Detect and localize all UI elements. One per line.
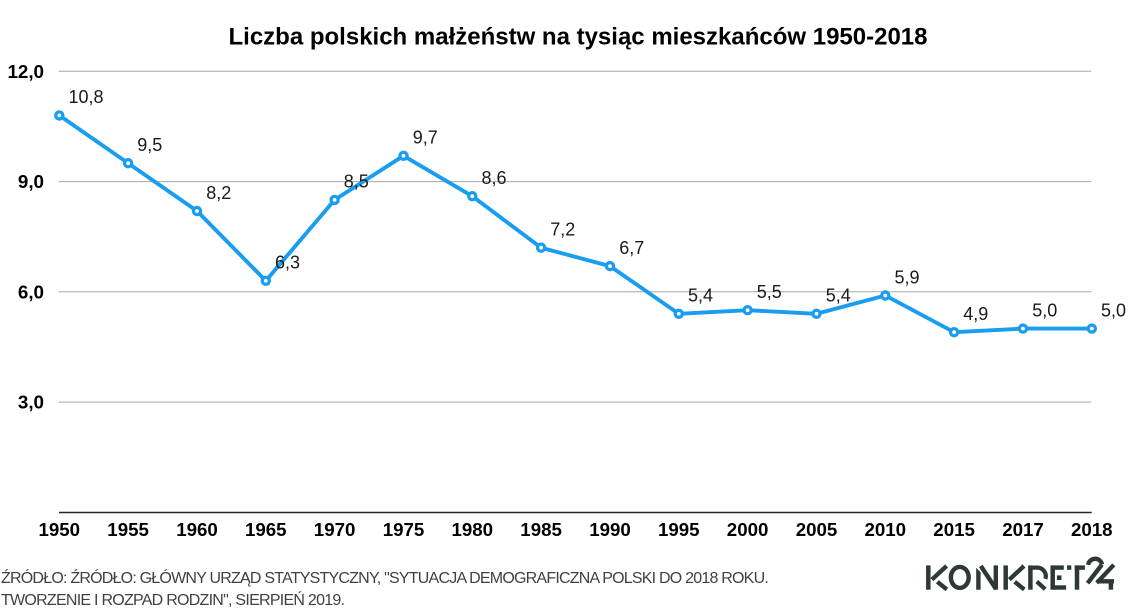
svg-text:1980: 1980 [452, 519, 494, 540]
svg-text:TWORZENIE I ROZPAD RODZIN", SI: TWORZENIE I ROZPAD RODZIN", SIERPIEŃ 201… [1, 590, 344, 609]
svg-text:5,4: 5,4 [826, 286, 851, 306]
svg-text:9,0: 9,0 [18, 171, 44, 192]
svg-text:2005: 2005 [796, 519, 838, 540]
svg-text:6,3: 6,3 [275, 253, 300, 273]
svg-text:12,0: 12,0 [7, 61, 44, 82]
svg-text:1955: 1955 [107, 519, 149, 540]
svg-text:1950: 1950 [39, 519, 81, 540]
svg-text:8,6: 8,6 [482, 168, 507, 188]
svg-text:2015: 2015 [933, 519, 975, 540]
svg-text:2010: 2010 [865, 519, 907, 540]
svg-text:5,0: 5,0 [1032, 300, 1057, 320]
svg-text:9,5: 9,5 [137, 135, 162, 155]
svg-text:2017: 2017 [1002, 519, 1044, 540]
svg-text:5,9: 5,9 [895, 267, 920, 287]
svg-text:3,0: 3,0 [18, 392, 44, 413]
svg-text:1970: 1970 [314, 519, 356, 540]
svg-text:5,4: 5,4 [688, 286, 713, 306]
svg-text:1990: 1990 [589, 519, 631, 540]
svg-text:8,5: 8,5 [344, 172, 369, 192]
svg-text:Liczba polskich małżeństw na t: Liczba polskich małżeństw na tysiąc mies… [229, 23, 928, 50]
svg-text:8,2: 8,2 [206, 183, 231, 203]
svg-text:10,8: 10,8 [69, 87, 104, 107]
svg-text:ŹRÓDŁO: ŹRÓDŁO: GŁÓWNY URZĄD S: ŹRÓDŁO: ŹRÓDŁO: GŁÓWNY URZĄD STATYSTYCZN… [1, 568, 768, 587]
svg-text:1960: 1960 [176, 519, 218, 540]
svg-text:5,5: 5,5 [757, 282, 782, 302]
svg-text:9,7: 9,7 [413, 128, 438, 148]
svg-text:1965: 1965 [245, 519, 287, 540]
svg-text:1975: 1975 [383, 519, 425, 540]
svg-text:5,0: 5,0 [1101, 300, 1126, 320]
svg-text:2018: 2018 [1071, 519, 1113, 540]
svg-text:2000: 2000 [727, 519, 769, 540]
svg-text:7,2: 7,2 [550, 220, 575, 240]
svg-text:6,7: 6,7 [619, 238, 644, 258]
svg-text:6,0: 6,0 [18, 281, 44, 302]
svg-text:1995: 1995 [658, 519, 700, 540]
svg-text:1985: 1985 [520, 519, 562, 540]
svg-text:4,9: 4,9 [963, 304, 988, 324]
